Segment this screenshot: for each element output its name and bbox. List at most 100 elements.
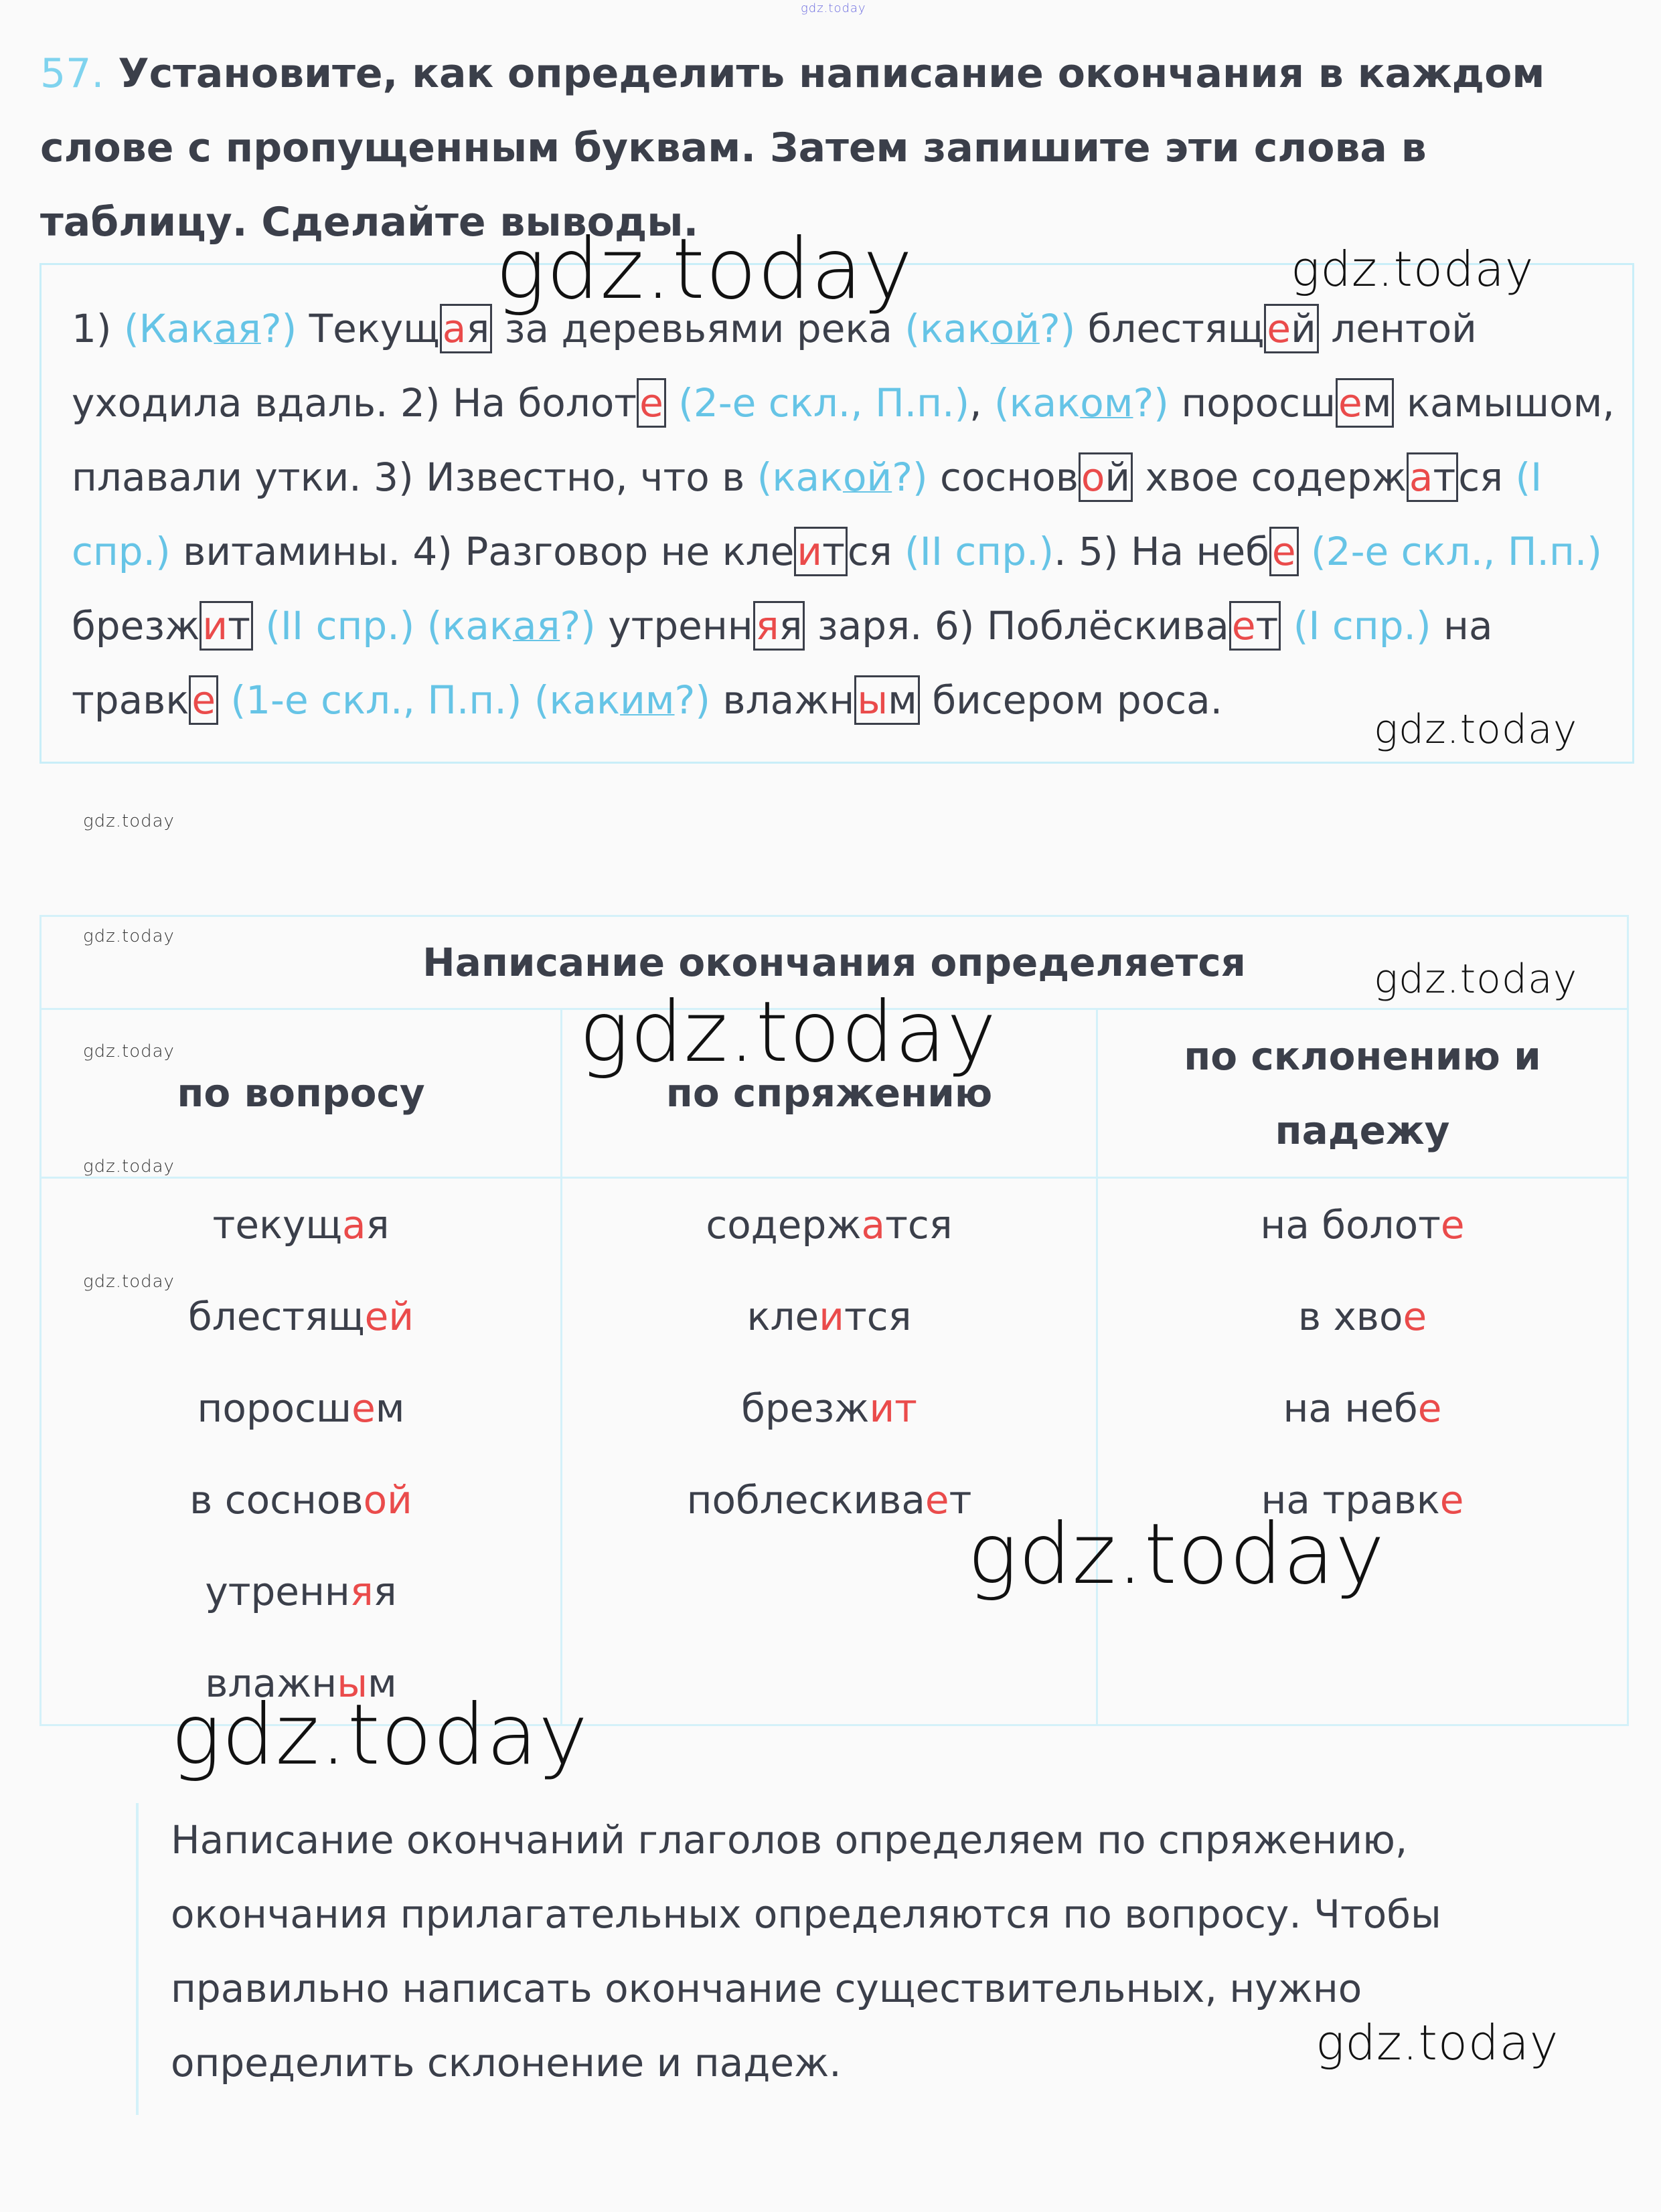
ending-box: ем [1336,378,1395,428]
word-item: на травке [1098,1467,1627,1559]
grammar-hint: (I спр.) [1293,603,1431,649]
word-ending: е [1403,1294,1427,1339]
text-fragment: Текущ [297,306,440,351]
text-fragment [414,603,426,649]
watermark: gdz.today [1291,241,1534,297]
hint-text: (I спр.) [1293,603,1431,649]
word-rest: м [368,1661,397,1706]
grammar-hint: (каком?) [994,380,1169,426]
watermark: gdz.today [1316,2015,1559,2071]
text-fragment: , [969,380,995,426]
word-ending: е [1440,1202,1465,1248]
word-ending: е [925,1477,949,1523]
text-fragment [522,677,534,723]
ending-letter: а [1409,454,1433,500]
ending-box: ая [439,304,493,353]
ending-rest: й [1291,306,1316,351]
grammar-hint: (какая?) [427,603,596,649]
word-stem: на болот [1260,1202,1441,1248]
grammar-hint: (1-е скл., П.п.) [230,677,522,723]
word-item: на болоте [1098,1192,1627,1284]
watermark: gdz.today [967,1506,1386,1603]
word-stem: брезж [741,1385,870,1431]
word-ending: ы [337,1661,368,1706]
text-fragment: на травк [72,603,1493,723]
watermark: gdz.today [1374,706,1578,753]
word-ending: а [861,1202,886,1248]
text-fragment: утренн [595,603,753,649]
ending-box: е [637,378,666,428]
text-fragment: соснов [927,454,1079,500]
hint-underlined: ая [512,603,560,649]
watermark: gdz.today [83,1272,175,1292]
hint-text: ?) [560,603,596,649]
text-fragment: 1) [72,306,124,351]
column-by-question: по вопросу текущая блестящей поросшем в сосн… [42,1010,560,1724]
word-item: влажным [42,1650,560,1742]
word-rest: я [373,1569,397,1614]
word-item: содержатся [562,1192,1096,1284]
hint-text: ?) [1133,380,1169,426]
text-fragment: ся [847,529,905,574]
ending-box: ит [200,601,253,651]
watermark: gdz.today [83,1157,175,1177]
ending-box: е [189,675,219,725]
text-fragment: витамины. 4) Разговор не кле [170,529,795,574]
grammar-hint: (I спр.) [72,454,1542,574]
grammar-hint: (Какая?) [124,306,297,351]
word-ending: ой [363,1477,412,1523]
word-item: текущая [42,1192,560,1284]
word-ending: е [351,1385,376,1431]
word-ending: е [1417,1385,1442,1431]
ending-letter: е [1338,380,1362,426]
task-title: 57. Установите, как определить написание… [40,37,1600,260]
watermark: gdz.today [83,811,175,831]
word-rest: тся [885,1202,953,1248]
text-fragment [1299,529,1311,574]
word-stem: кле [746,1294,819,1339]
ending-box: ит [794,527,848,576]
column-title: по спряжению [665,1070,993,1116]
column-title: по склонению и падежу [1184,1033,1541,1153]
word-item: брезжит [562,1375,1096,1467]
ending-letter: о [1081,454,1105,500]
hint-underlined: ом [1080,380,1133,426]
table-header: Написание окончания определяется [42,917,1627,1010]
watermark: gdz.today [171,1687,589,1784]
watermark: gdz.today [83,1041,175,1061]
word-item: клеится [562,1284,1096,1375]
hint-text: (1-е скл., П.п.) [230,677,522,723]
text-fragment: брезж [72,603,200,649]
word-stem: на травк [1261,1477,1440,1523]
word-item: в сосновой [42,1467,560,1559]
hint-text: (как [904,306,991,351]
word-rest: тся [844,1294,912,1339]
ending-box: ет [1229,601,1281,651]
text-fragment: ся [1458,454,1516,500]
text-fragment [1281,603,1293,649]
grammar-hint: (какой?) [904,306,1075,351]
word-rest: т [949,1477,972,1523]
ending-letter: е [1231,603,1256,649]
hint-text: (как [426,603,513,649]
hint-text: (как [994,380,1081,426]
text-fragment: хвое содерж [1133,454,1407,500]
ending-rest: й [1105,454,1131,500]
exercise-paragraph: 1) (Какая?) Текущая за деревьями река (к… [72,292,1618,738]
grammar-hint: (2-е скл., П.п.) [678,380,969,426]
word-item: в хвое [1098,1284,1627,1375]
ending-rest: м [888,677,917,723]
watermark: gdz.today [1374,956,1578,1003]
hint-underlined: им [620,677,675,723]
word-stem: поросш [197,1385,352,1431]
hint-text: ?) [260,306,297,351]
text-fragment: влажн [710,677,855,723]
grammar-hint: (II спр.) [265,603,414,649]
ending-letter: а [442,306,467,351]
ending-rest: т [1255,603,1279,649]
exercise-text-box: 1) (Какая?) Текущая за деревьями река (к… [39,263,1634,764]
ending-box: ей [1264,304,1319,353]
table-header-text: Написание окончания определяется [422,940,1246,985]
task-text: Установите, как определить написание око… [40,50,1545,246]
ending-letter: и [797,529,823,574]
